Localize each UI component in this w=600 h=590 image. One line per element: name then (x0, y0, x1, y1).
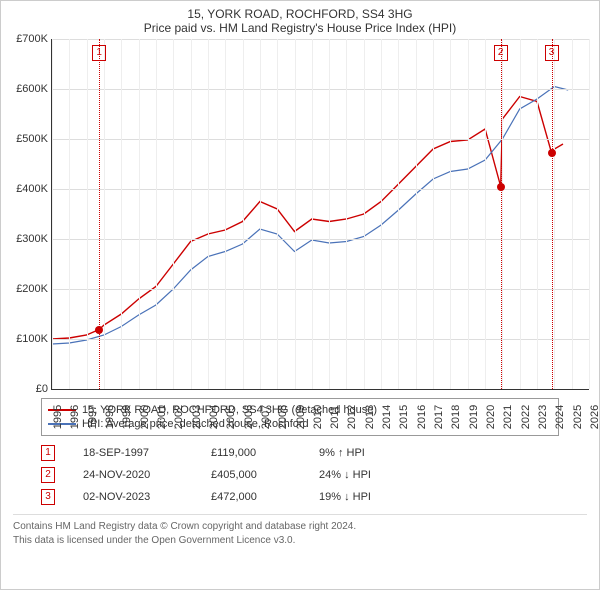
x-axis-label: 2012 (346, 405, 358, 429)
transactions-table: 1 18-SEP-1997 £119,000 9% ↑ HPI 2 24-NOV-2020… (41, 442, 559, 508)
y-axis-label: £600K (16, 83, 48, 95)
transaction-number: 3 (41, 489, 55, 505)
x-axis-label: 2022 (520, 405, 532, 429)
series-hpi (52, 87, 568, 345)
marker-dot (548, 149, 556, 157)
marker-line (501, 39, 502, 389)
x-axis-label: 1997 (87, 405, 99, 429)
attribution-footer: Contains HM Land Registry data © Crown c… (13, 514, 587, 547)
x-axis-label: 2011 (329, 405, 341, 429)
x-axis-label: 2015 (398, 405, 410, 429)
marker-number-box: 2 (494, 45, 508, 61)
x-axis-label: 2000 (139, 405, 151, 429)
transaction-diff: 9% ↑ HPI (319, 447, 365, 459)
footer-line: This data is licensed under the Open Gov… (13, 534, 587, 548)
x-axis-label: 2024 (554, 405, 566, 429)
x-axis-label: 2013 (364, 405, 376, 429)
y-axis-label: £100K (16, 333, 48, 345)
transaction-date: 02-NOV-2023 (83, 491, 183, 503)
x-axis-label: 2020 (485, 405, 497, 429)
y-axis-label: £500K (16, 133, 48, 145)
x-axis-label: 2001 (156, 405, 168, 429)
x-axis-label: 2025 (572, 405, 584, 429)
transaction-price: £472,000 (211, 491, 291, 503)
page-title: 15, YORK ROAD, ROCHFORD, SS4 3HG (1, 1, 599, 21)
marker-line (99, 39, 100, 389)
transaction-row: 3 02-NOV-2023 £472,000 19% ↓ HPI (41, 486, 559, 508)
transaction-row: 2 24-NOV-2020 £405,000 24% ↓ HPI (41, 464, 559, 486)
x-axis-label: 2005 (225, 405, 237, 429)
y-axis-label: £400K (16, 183, 48, 195)
y-axis-label: £0 (36, 383, 48, 395)
x-axis-label: 1996 (69, 405, 81, 429)
transaction-diff: 19% ↓ HPI (319, 491, 371, 503)
x-axis-label: 2008 (277, 405, 289, 429)
x-axis-label: 2017 (433, 405, 445, 429)
transaction-number: 1 (41, 445, 55, 461)
transaction-row: 1 18-SEP-1997 £119,000 9% ↑ HPI (41, 442, 559, 464)
marker-dot (497, 183, 505, 191)
transaction-date: 24-NOV-2020 (83, 469, 183, 481)
x-axis-label: 2002 (173, 405, 185, 429)
transaction-number: 2 (41, 467, 55, 483)
x-axis-label: 2006 (243, 405, 255, 429)
y-axis-label: £700K (16, 33, 48, 45)
x-axis-label: 2026 (589, 405, 600, 429)
y-axis-label: £300K (16, 233, 48, 245)
series-price_paid (52, 97, 563, 340)
price-chart: £0£100K£200K£300K£400K£500K£600K£700K199… (51, 39, 589, 390)
transaction-date: 18-SEP-1997 (83, 447, 183, 459)
x-axis-label: 2016 (416, 405, 428, 429)
x-axis-label: 2009 (295, 405, 307, 429)
marker-number-box: 3 (545, 45, 559, 61)
x-axis-label: 1998 (104, 405, 116, 429)
transaction-diff: 24% ↓ HPI (319, 469, 371, 481)
x-axis-label: 2018 (450, 405, 462, 429)
footer-line: Contains HM Land Registry data © Crown c… (13, 520, 587, 534)
x-axis-label: 2007 (260, 405, 272, 429)
transaction-price: £119,000 (211, 447, 291, 459)
x-axis-label: 2003 (191, 405, 203, 429)
x-axis-label: 2023 (537, 405, 549, 429)
x-axis-label: 2019 (468, 405, 480, 429)
page-subtitle: Price paid vs. HM Land Registry's House … (1, 21, 599, 39)
x-axis-label: 1999 (121, 405, 133, 429)
x-axis-label: 2021 (502, 405, 514, 429)
marker-number-box: 1 (92, 45, 106, 61)
transaction-price: £405,000 (211, 469, 291, 481)
y-axis-label: £200K (16, 283, 48, 295)
x-axis-label: 1995 (52, 405, 64, 429)
x-axis-label: 2014 (381, 405, 393, 429)
marker-dot (95, 326, 103, 334)
marker-line (552, 39, 553, 389)
x-axis-label: 2010 (312, 405, 324, 429)
x-axis-label: 2004 (208, 405, 220, 429)
